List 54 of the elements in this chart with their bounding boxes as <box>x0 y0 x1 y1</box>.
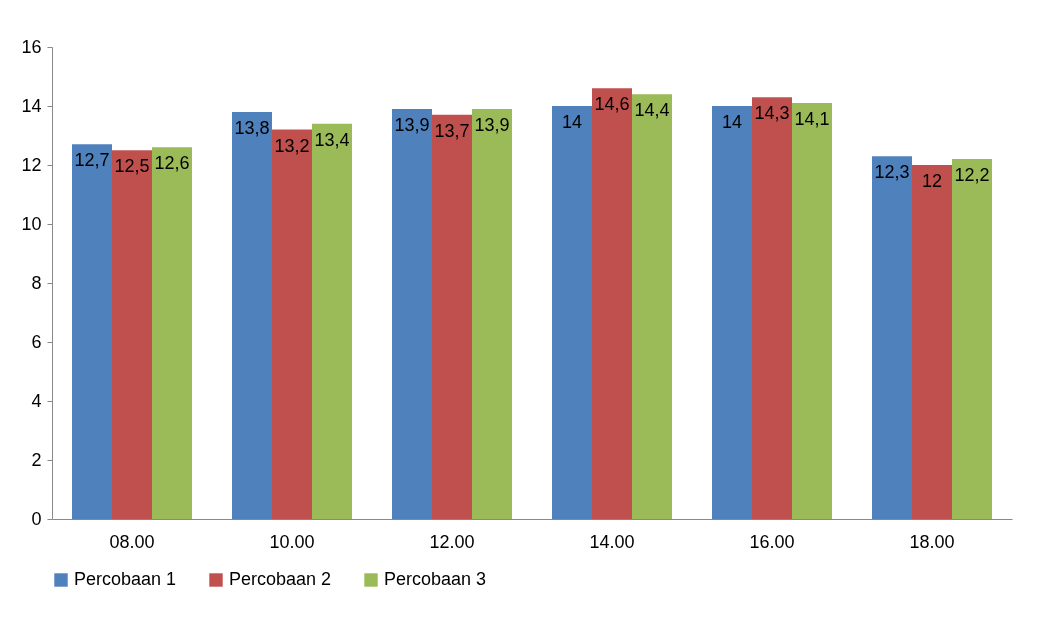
bar <box>472 108 512 519</box>
y-tick-label: 8 <box>31 272 42 293</box>
bar <box>72 144 112 519</box>
bar <box>312 123 352 519</box>
bar <box>712 106 752 519</box>
y-tick-label: 16 <box>21 36 42 57</box>
bar <box>952 159 992 519</box>
data-label: 12,2 <box>954 165 990 186</box>
y-tick-label: 6 <box>31 331 42 352</box>
data-label: 12,6 <box>154 153 190 174</box>
data-label: 13,2 <box>274 135 310 156</box>
bar <box>632 94 672 519</box>
bar <box>592 88 632 519</box>
x-tick-label: 08.00 <box>109 531 155 552</box>
legend-label: Percobaan 1 <box>74 569 177 589</box>
bar <box>432 114 472 519</box>
x-tick-label: 16.00 <box>749 531 795 552</box>
data-label: 14 <box>721 112 743 132</box>
bar <box>392 108 432 519</box>
bar <box>912 165 952 519</box>
data-label: 13,8 <box>234 117 270 138</box>
bar <box>792 103 832 519</box>
y-tick-label: 14 <box>21 95 42 116</box>
data-label: 13,9 <box>474 114 510 135</box>
x-tick-label: 10.00 <box>269 531 315 552</box>
bar <box>152 147 192 519</box>
y-tick-label: 4 <box>31 390 42 411</box>
data-label: 13,7 <box>434 120 470 141</box>
data-label: 14,6 <box>594 94 630 115</box>
data-label: 14 <box>561 112 583 132</box>
legend-label: Percobaan 3 <box>384 569 487 589</box>
data-label: 14,4 <box>634 100 670 121</box>
bar <box>552 106 592 519</box>
bar <box>752 97 792 519</box>
data-label: 13,9 <box>394 114 430 135</box>
legend-label: Percobaan 2 <box>229 569 332 589</box>
data-label: 14,1 <box>794 109 830 130</box>
y-tick-label: 0 <box>31 508 42 529</box>
data-label: 12,7 <box>74 150 110 171</box>
bar <box>872 156 912 519</box>
data-label: 12,5 <box>114 156 150 177</box>
bar <box>112 150 152 519</box>
y-tick-label: 2 <box>31 449 42 470</box>
data-label: 13,4 <box>314 129 350 150</box>
data-label: 12 <box>921 171 943 191</box>
x-tick-label: 18.00 <box>909 531 955 552</box>
bar <box>272 129 312 519</box>
data-label: 12,3 <box>874 162 910 183</box>
x-tick-label: 12.00 <box>429 531 475 552</box>
x-tick-label: 14.00 <box>589 531 635 552</box>
y-tick-label: 12 <box>21 154 42 175</box>
data-label: 14,3 <box>754 103 790 124</box>
y-tick-label: 10 <box>21 213 42 234</box>
bar <box>232 111 272 519</box>
